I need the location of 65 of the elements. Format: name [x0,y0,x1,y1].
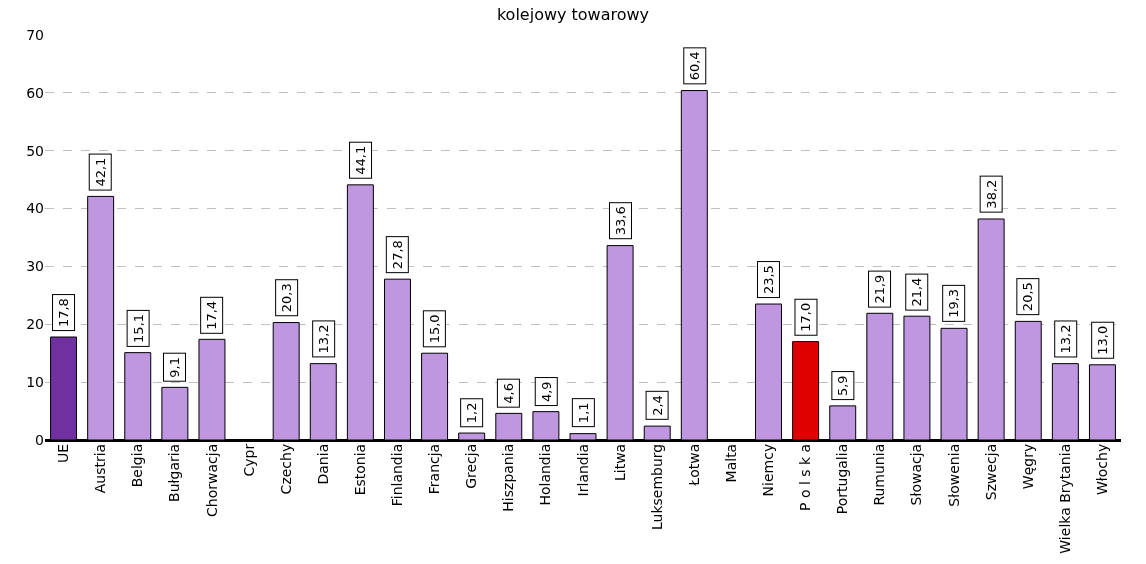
x-tick-label: Wielka Brytania [1056,443,1073,554]
x-tick-label: Słowacja [908,443,925,506]
x-tick-label: UE [55,443,72,463]
data-label: 13,2 [316,324,332,354]
x-tick-label: P o l s k a [797,443,814,511]
data-label: 60,4 [687,51,703,81]
x-tick-label: Irlandia [574,443,591,497]
data-label: 9,1 [167,357,183,378]
y-tick-label: 70 [26,26,44,43]
x-tick-label: Holandia [537,443,554,506]
data-label: 13,2 [1058,324,1074,354]
x-tick-label: Węgry [1019,443,1036,490]
data-label: 17,0 [798,302,814,332]
x-tick-label: Rumunia [871,443,888,506]
data-label: 33,6 [613,206,628,236]
x-tick-label: Szwecja [982,443,999,501]
y-tick-label: 20 [26,316,44,333]
x-tick-label: Słowenia [945,443,962,507]
x-tick-label: Niemcy [760,443,777,497]
x-tick-label: Hiszpania [500,443,517,512]
data-label: 23,5 [760,265,776,295]
x-tick-label: Finlandia [389,443,406,507]
y-tick-label: 40 [26,200,44,217]
x-tick-label: Bułgaria [166,443,183,502]
x-tick-label: Francja [426,443,443,495]
x-tick-label: Austria [92,443,109,494]
data-label: 17,4 [204,300,220,330]
x-tick-label: Belgia [129,443,146,488]
data-label: 1,1 [575,402,591,424]
y-tick-label: 0 [35,431,44,448]
x-tick-label: Łotwa [685,443,702,487]
data-label: 21,9 [872,274,888,304]
data-label: 1,2 [464,402,480,424]
data-label: 38,2 [983,179,999,209]
data-label: 17,8 [56,298,72,328]
data-label: 20,5 [1020,282,1036,312]
x-tick-label: Grecja [463,443,480,489]
x-tick-label: Cypr [240,443,257,477]
x-tick-label: Włochy [1094,443,1110,496]
data-label: 44,1 [353,145,369,175]
data-label: 4,6 [500,382,516,404]
data-label: 15,0 [426,314,442,344]
data-label: 27,8 [389,240,405,270]
x-tick-label: Litwa [611,443,628,482]
y-tick-label: 50 [26,142,44,159]
data-label: 2,4 [649,395,665,416]
x-tick-label: Dania [314,443,331,485]
y-tick-label: 60 [26,84,44,101]
x-tick-label: Chorwacja [203,443,220,517]
data-label: 42,1 [92,157,108,187]
x-tick-label: Portugalia [834,443,851,515]
data-label: 15,1 [130,313,146,343]
x-tick-label: Estonia [351,443,368,496]
x-tick-label: Luksemburg [648,443,665,531]
x-tick-label: Czechy [277,443,294,495]
y-tick-label: 30 [26,258,44,275]
data-label: 4,9 [538,381,554,403]
x-tick-label: Malta [722,443,739,483]
chart-title: kolejowy towarowy [496,4,650,24]
data-label: 21,4 [909,277,925,307]
y-tick-label: 10 [26,374,44,391]
data-label: 20,3 [279,283,295,313]
data-label: 13,0 [1095,325,1111,355]
data-label: 19,3 [946,288,962,318]
data-label: 5,9 [835,375,851,397]
